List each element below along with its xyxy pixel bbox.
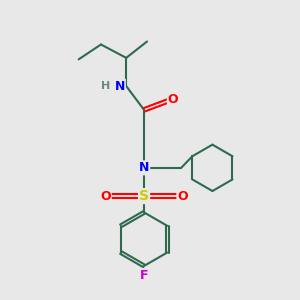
Text: H: H (101, 81, 111, 91)
Text: O: O (168, 93, 178, 106)
Text: N: N (115, 80, 125, 93)
Text: F: F (140, 269, 148, 282)
Text: S: S (139, 189, 149, 203)
Text: N: N (139, 161, 149, 174)
Text: O: O (177, 190, 188, 202)
Text: O: O (100, 190, 111, 202)
